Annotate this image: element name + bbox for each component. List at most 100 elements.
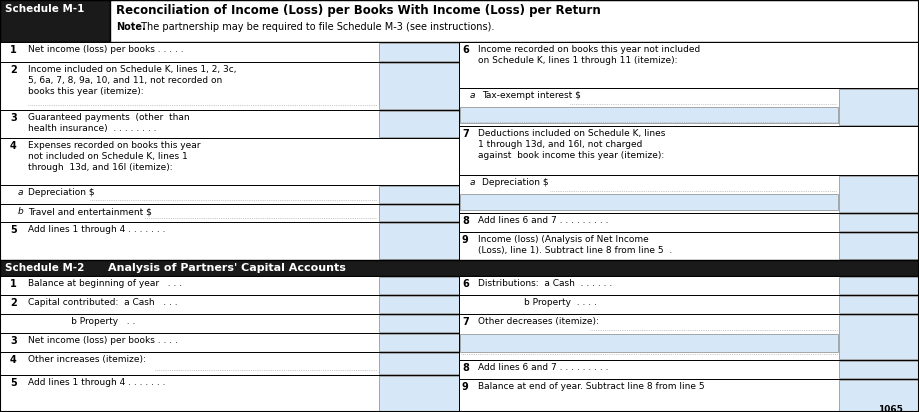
- Bar: [0, 138, 459, 185]
- Text: Add lines 1 through 4 . . . . . . .: Add lines 1 through 4 . . . . . . .: [28, 225, 165, 234]
- Bar: [0, 204, 459, 222]
- Text: 1: 1: [10, 45, 17, 55]
- Bar: [0, 314, 459, 333]
- Bar: [460, 194, 838, 210]
- Bar: [379, 43, 459, 61]
- Text: Note.: Note.: [116, 22, 146, 32]
- Bar: [839, 277, 918, 294]
- Text: Income (loss) (Analysis of Net Income: Income (loss) (Analysis of Net Income: [478, 235, 649, 244]
- Text: 4: 4: [10, 141, 17, 151]
- Bar: [379, 205, 459, 221]
- Text: 7: 7: [462, 317, 469, 327]
- Bar: [379, 277, 459, 294]
- Bar: [459, 232, 919, 260]
- Bar: [0, 352, 459, 375]
- Text: Expenses recorded on books this year: Expenses recorded on books this year: [28, 141, 200, 150]
- Text: Depreciation $: Depreciation $: [28, 188, 95, 197]
- Text: Income recorded on books this year not included: Income recorded on books this year not i…: [478, 45, 700, 54]
- Text: 5, 6a, 7, 8, 9a, 10, and 11, not recorded on: 5, 6a, 7, 8, 9a, 10, and 11, not recorde…: [28, 76, 222, 85]
- Text: 5: 5: [10, 225, 17, 235]
- Text: Tax-exempt interest $: Tax-exempt interest $: [482, 91, 581, 100]
- Bar: [839, 89, 918, 125]
- Bar: [839, 296, 918, 313]
- Bar: [379, 223, 459, 259]
- Text: 2: 2: [10, 298, 17, 308]
- Text: Add lines 1 through 4 . . . . . . .: Add lines 1 through 4 . . . . . . .: [28, 378, 165, 387]
- Text: Travel and entertainment $: Travel and entertainment $: [28, 207, 152, 216]
- Text: Balance at end of year. Subtract line 8 from line 5: Balance at end of year. Subtract line 8 …: [478, 382, 705, 391]
- Bar: [0, 185, 459, 204]
- Bar: [839, 315, 918, 359]
- Text: Distributions:  a Cash  . . . . . .: Distributions: a Cash . . . . . .: [478, 279, 612, 288]
- Text: Capital contributed:  a Cash   . . .: Capital contributed: a Cash . . .: [28, 298, 177, 307]
- Bar: [839, 233, 918, 259]
- Bar: [459, 295, 919, 314]
- Bar: [379, 376, 459, 411]
- Bar: [459, 379, 919, 412]
- Text: 4: 4: [10, 355, 17, 365]
- Text: 7: 7: [462, 129, 469, 139]
- Text: b Property  . . . .: b Property . . . .: [478, 298, 596, 307]
- Bar: [460, 334, 838, 352]
- Bar: [0, 62, 459, 110]
- Bar: [379, 111, 459, 137]
- Bar: [0, 276, 459, 295]
- Text: Net income (loss) per books . . . . .: Net income (loss) per books . . . . .: [28, 45, 184, 54]
- Text: Schedule M-1: Schedule M-1: [5, 4, 85, 14]
- Bar: [459, 213, 919, 232]
- Bar: [460, 107, 838, 123]
- Text: Income included on Schedule K, lines 1, 2, 3c,: Income included on Schedule K, lines 1, …: [28, 65, 236, 74]
- Text: Add lines 6 and 7 . . . . . . . . .: Add lines 6 and 7 . . . . . . . . .: [478, 363, 608, 372]
- Text: Balance at beginning of year   . . .: Balance at beginning of year . . .: [28, 279, 182, 288]
- Text: Guaranteed payments  (other  than: Guaranteed payments (other than: [28, 113, 189, 122]
- Text: 9: 9: [462, 382, 469, 392]
- Text: through  13d, and 16l (itemize):: through 13d, and 16l (itemize):: [28, 163, 173, 172]
- Text: Schedule M-2: Schedule M-2: [5, 263, 85, 273]
- Bar: [379, 315, 459, 332]
- Text: 8: 8: [462, 216, 469, 226]
- Bar: [379, 296, 459, 313]
- Text: 2: 2: [10, 65, 17, 75]
- Text: Add lines 6 and 7 . . . . . . . . .: Add lines 6 and 7 . . . . . . . . .: [478, 216, 608, 225]
- Text: 6: 6: [462, 279, 469, 289]
- Text: Deductions included on Schedule K, lines: Deductions included on Schedule K, lines: [478, 129, 665, 138]
- Bar: [0, 0, 110, 42]
- Bar: [839, 361, 918, 378]
- Text: The partnership may be required to file Schedule M-3 (see instructions).: The partnership may be required to file …: [138, 22, 494, 32]
- Bar: [839, 214, 918, 231]
- Text: 3: 3: [10, 336, 17, 346]
- Text: Analysis of Partners' Capital Accounts: Analysis of Partners' Capital Accounts: [108, 263, 346, 273]
- Bar: [379, 186, 459, 203]
- Bar: [0, 110, 459, 138]
- Text: health insurance)  . . . . . . . .: health insurance) . . . . . . . .: [28, 124, 156, 133]
- Bar: [0, 295, 459, 314]
- Text: 1: 1: [10, 279, 17, 289]
- Text: b Property   . .: b Property . .: [28, 317, 135, 326]
- Text: books this year (itemize):: books this year (itemize):: [28, 87, 143, 96]
- Bar: [459, 88, 919, 126]
- Bar: [0, 42, 459, 62]
- Text: not included on Schedule K, lines 1: not included on Schedule K, lines 1: [28, 152, 187, 161]
- Text: a: a: [470, 178, 475, 187]
- Text: 3: 3: [10, 113, 17, 123]
- Text: Net income (loss) per books . . . .: Net income (loss) per books . . . .: [28, 336, 178, 345]
- Bar: [0, 222, 459, 260]
- Text: Other decreases (itemize):: Other decreases (itemize):: [478, 317, 599, 326]
- Text: a: a: [18, 188, 24, 197]
- Text: (Loss), line 1). Subtract line 8 from line 5  .: (Loss), line 1). Subtract line 8 from li…: [478, 246, 673, 255]
- Bar: [379, 63, 459, 109]
- Bar: [459, 276, 919, 295]
- Text: on Schedule K, lines 1 through 11 (itemize):: on Schedule K, lines 1 through 11 (itemi…: [478, 56, 677, 65]
- Text: Depreciation $: Depreciation $: [482, 178, 549, 187]
- Bar: [0, 375, 459, 412]
- Bar: [379, 353, 459, 374]
- Text: Reconciliation of Income (Loss) per Books With Income (Loss) per Return: Reconciliation of Income (Loss) per Book…: [116, 4, 601, 17]
- Bar: [459, 126, 919, 175]
- Text: against  book income this year (itemize):: against book income this year (itemize):: [478, 151, 664, 160]
- Text: a: a: [470, 91, 475, 100]
- Text: Other increases (itemize):: Other increases (itemize):: [28, 355, 146, 364]
- Bar: [839, 380, 918, 411]
- Text: 6: 6: [462, 45, 469, 55]
- Text: 9: 9: [462, 235, 469, 245]
- Bar: [110, 0, 919, 42]
